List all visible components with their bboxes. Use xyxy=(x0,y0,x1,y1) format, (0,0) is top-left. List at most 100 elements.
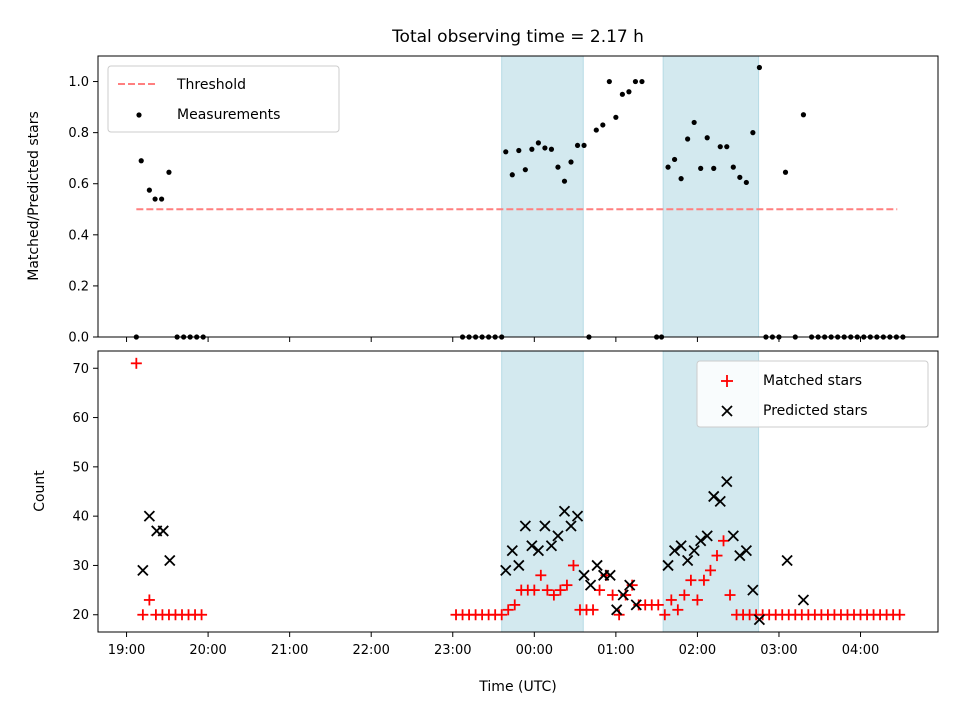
measurement-point xyxy=(561,178,568,184)
predicted-star-point xyxy=(688,545,700,557)
measurement-point xyxy=(711,165,717,171)
legend-predicted-label: Predicted stars xyxy=(763,403,868,419)
matched-stars-series xyxy=(130,357,906,621)
legend-measurements-swatch xyxy=(136,112,142,118)
matched-star-point xyxy=(554,584,566,596)
measurement-point xyxy=(665,164,671,170)
measurement-point xyxy=(574,142,581,149)
measurement-point xyxy=(632,78,639,85)
predicted-star-point xyxy=(545,540,558,552)
x-tick-label: 19:00 xyxy=(108,643,145,658)
matched-star-point xyxy=(698,574,710,586)
measurement-point xyxy=(730,164,736,170)
measurement-point xyxy=(698,165,704,171)
measurement-point xyxy=(146,187,152,193)
predicted-star-point xyxy=(571,510,584,522)
bottom-plot-frame xyxy=(97,350,939,633)
matched-star-point xyxy=(665,594,677,606)
matched-star-point xyxy=(548,589,560,601)
predicted-star-point xyxy=(675,540,687,552)
measurement-point xyxy=(756,64,762,71)
predicted-star-point xyxy=(558,505,571,517)
top-y-tick-label: 0.0 xyxy=(68,331,89,346)
measurement-point xyxy=(159,196,165,202)
predicted-star-point xyxy=(681,554,694,567)
predicted-star-point xyxy=(617,589,629,601)
measurement-point xyxy=(717,144,723,150)
top-y-tick-label: 0.4 xyxy=(68,228,89,243)
predicted-star-point xyxy=(552,530,564,542)
predicted-star-point xyxy=(565,520,577,532)
measurement-point xyxy=(138,158,144,164)
measurement-point xyxy=(166,169,172,175)
x-tick-label: 01:00 xyxy=(597,643,634,658)
top-plot-frame xyxy=(97,55,939,338)
bottom-y-tick-label: 40 xyxy=(72,510,89,525)
matched-star-point xyxy=(541,584,553,596)
legend-predicted-swatch xyxy=(721,405,733,417)
x-tick-label: 23:00 xyxy=(434,643,471,658)
bottom-y-tick-label: 20 xyxy=(72,608,89,623)
predicted-star-point xyxy=(584,579,597,591)
top-y-tick-label: 1.0 xyxy=(68,75,89,90)
top-y-tick-label: 0.6 xyxy=(68,177,89,192)
predicted-star-point xyxy=(143,510,156,522)
bottom-panel: 20 30 40 50 60 70 19:00 20:00 21:00 22:00 23:00 00… xyxy=(32,350,939,695)
matched-star-point xyxy=(711,550,723,562)
matched-star-point xyxy=(894,609,906,621)
predicted-star-point xyxy=(701,530,713,542)
matched-star-point xyxy=(672,604,684,616)
legend-measurements-label: Measurements xyxy=(177,107,280,123)
predicted-star-point xyxy=(740,545,752,557)
top-legend-box xyxy=(107,65,340,133)
predicted-star-point xyxy=(734,549,746,562)
matched-star-point xyxy=(502,604,514,616)
bottom-y-tick-label: 60 xyxy=(72,411,89,426)
predicted-star-point xyxy=(727,530,739,542)
predicted-star-point xyxy=(137,564,149,577)
matched-star-point xyxy=(626,579,638,591)
measurement-point xyxy=(516,147,522,154)
matched-star-point xyxy=(130,357,142,369)
matched-star-point xyxy=(607,589,619,601)
measurement-point xyxy=(152,196,158,202)
matched-star-point xyxy=(143,594,155,606)
x-tick-label: 04:00 xyxy=(842,643,879,658)
bottom-legend: Matched stars Predicted stars xyxy=(696,360,929,428)
matched-star-point xyxy=(652,599,664,611)
top-x-ticks xyxy=(126,337,862,342)
bottom-y-axis: 20 30 40 50 60 70 xyxy=(72,362,98,623)
matched-star-point xyxy=(724,589,736,601)
predicted-star-point xyxy=(604,569,616,581)
measurement-point xyxy=(782,169,789,175)
bottom-y-tick-label: 70 xyxy=(72,362,89,377)
bottom-legend-box xyxy=(696,360,929,428)
measurement-point xyxy=(503,149,509,155)
measurement-point xyxy=(548,146,555,152)
predicted-star-point xyxy=(532,545,545,557)
legend-threshold-label: Threshold xyxy=(176,77,246,93)
measurement-point xyxy=(800,112,807,118)
measurement-point xyxy=(535,140,541,146)
matched-star-point xyxy=(535,569,547,581)
bottom-shaded-intervals xyxy=(501,350,760,633)
measurement-point xyxy=(529,146,535,152)
measurement-point xyxy=(555,164,561,170)
matched-star-point xyxy=(718,535,730,547)
matched-star-point xyxy=(528,584,540,596)
matched-star-point xyxy=(509,599,521,611)
matched-star-point xyxy=(685,574,697,586)
predicted-star-point xyxy=(500,564,512,577)
measurement-point xyxy=(626,89,632,95)
measurement-point xyxy=(509,172,515,178)
x-tick-label: 03:00 xyxy=(760,643,797,658)
measurement-point xyxy=(750,130,756,136)
legend-matched-label: Matched stars xyxy=(763,373,862,389)
predicted-star-point xyxy=(519,520,531,532)
chart-title: Total observing time = 2.17 h xyxy=(391,27,644,47)
predicted-star-point xyxy=(164,554,176,567)
x-tick-label: 20:00 xyxy=(189,643,226,658)
matched-star-point xyxy=(561,579,573,591)
measurement-point xyxy=(704,135,710,141)
